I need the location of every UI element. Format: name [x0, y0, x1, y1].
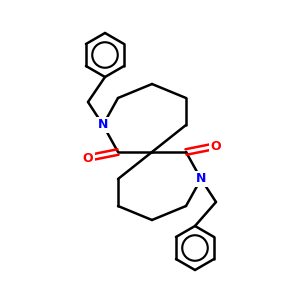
Text: O: O: [211, 140, 221, 152]
Text: N: N: [196, 172, 206, 185]
Text: N: N: [98, 118, 108, 131]
Text: O: O: [83, 152, 93, 164]
